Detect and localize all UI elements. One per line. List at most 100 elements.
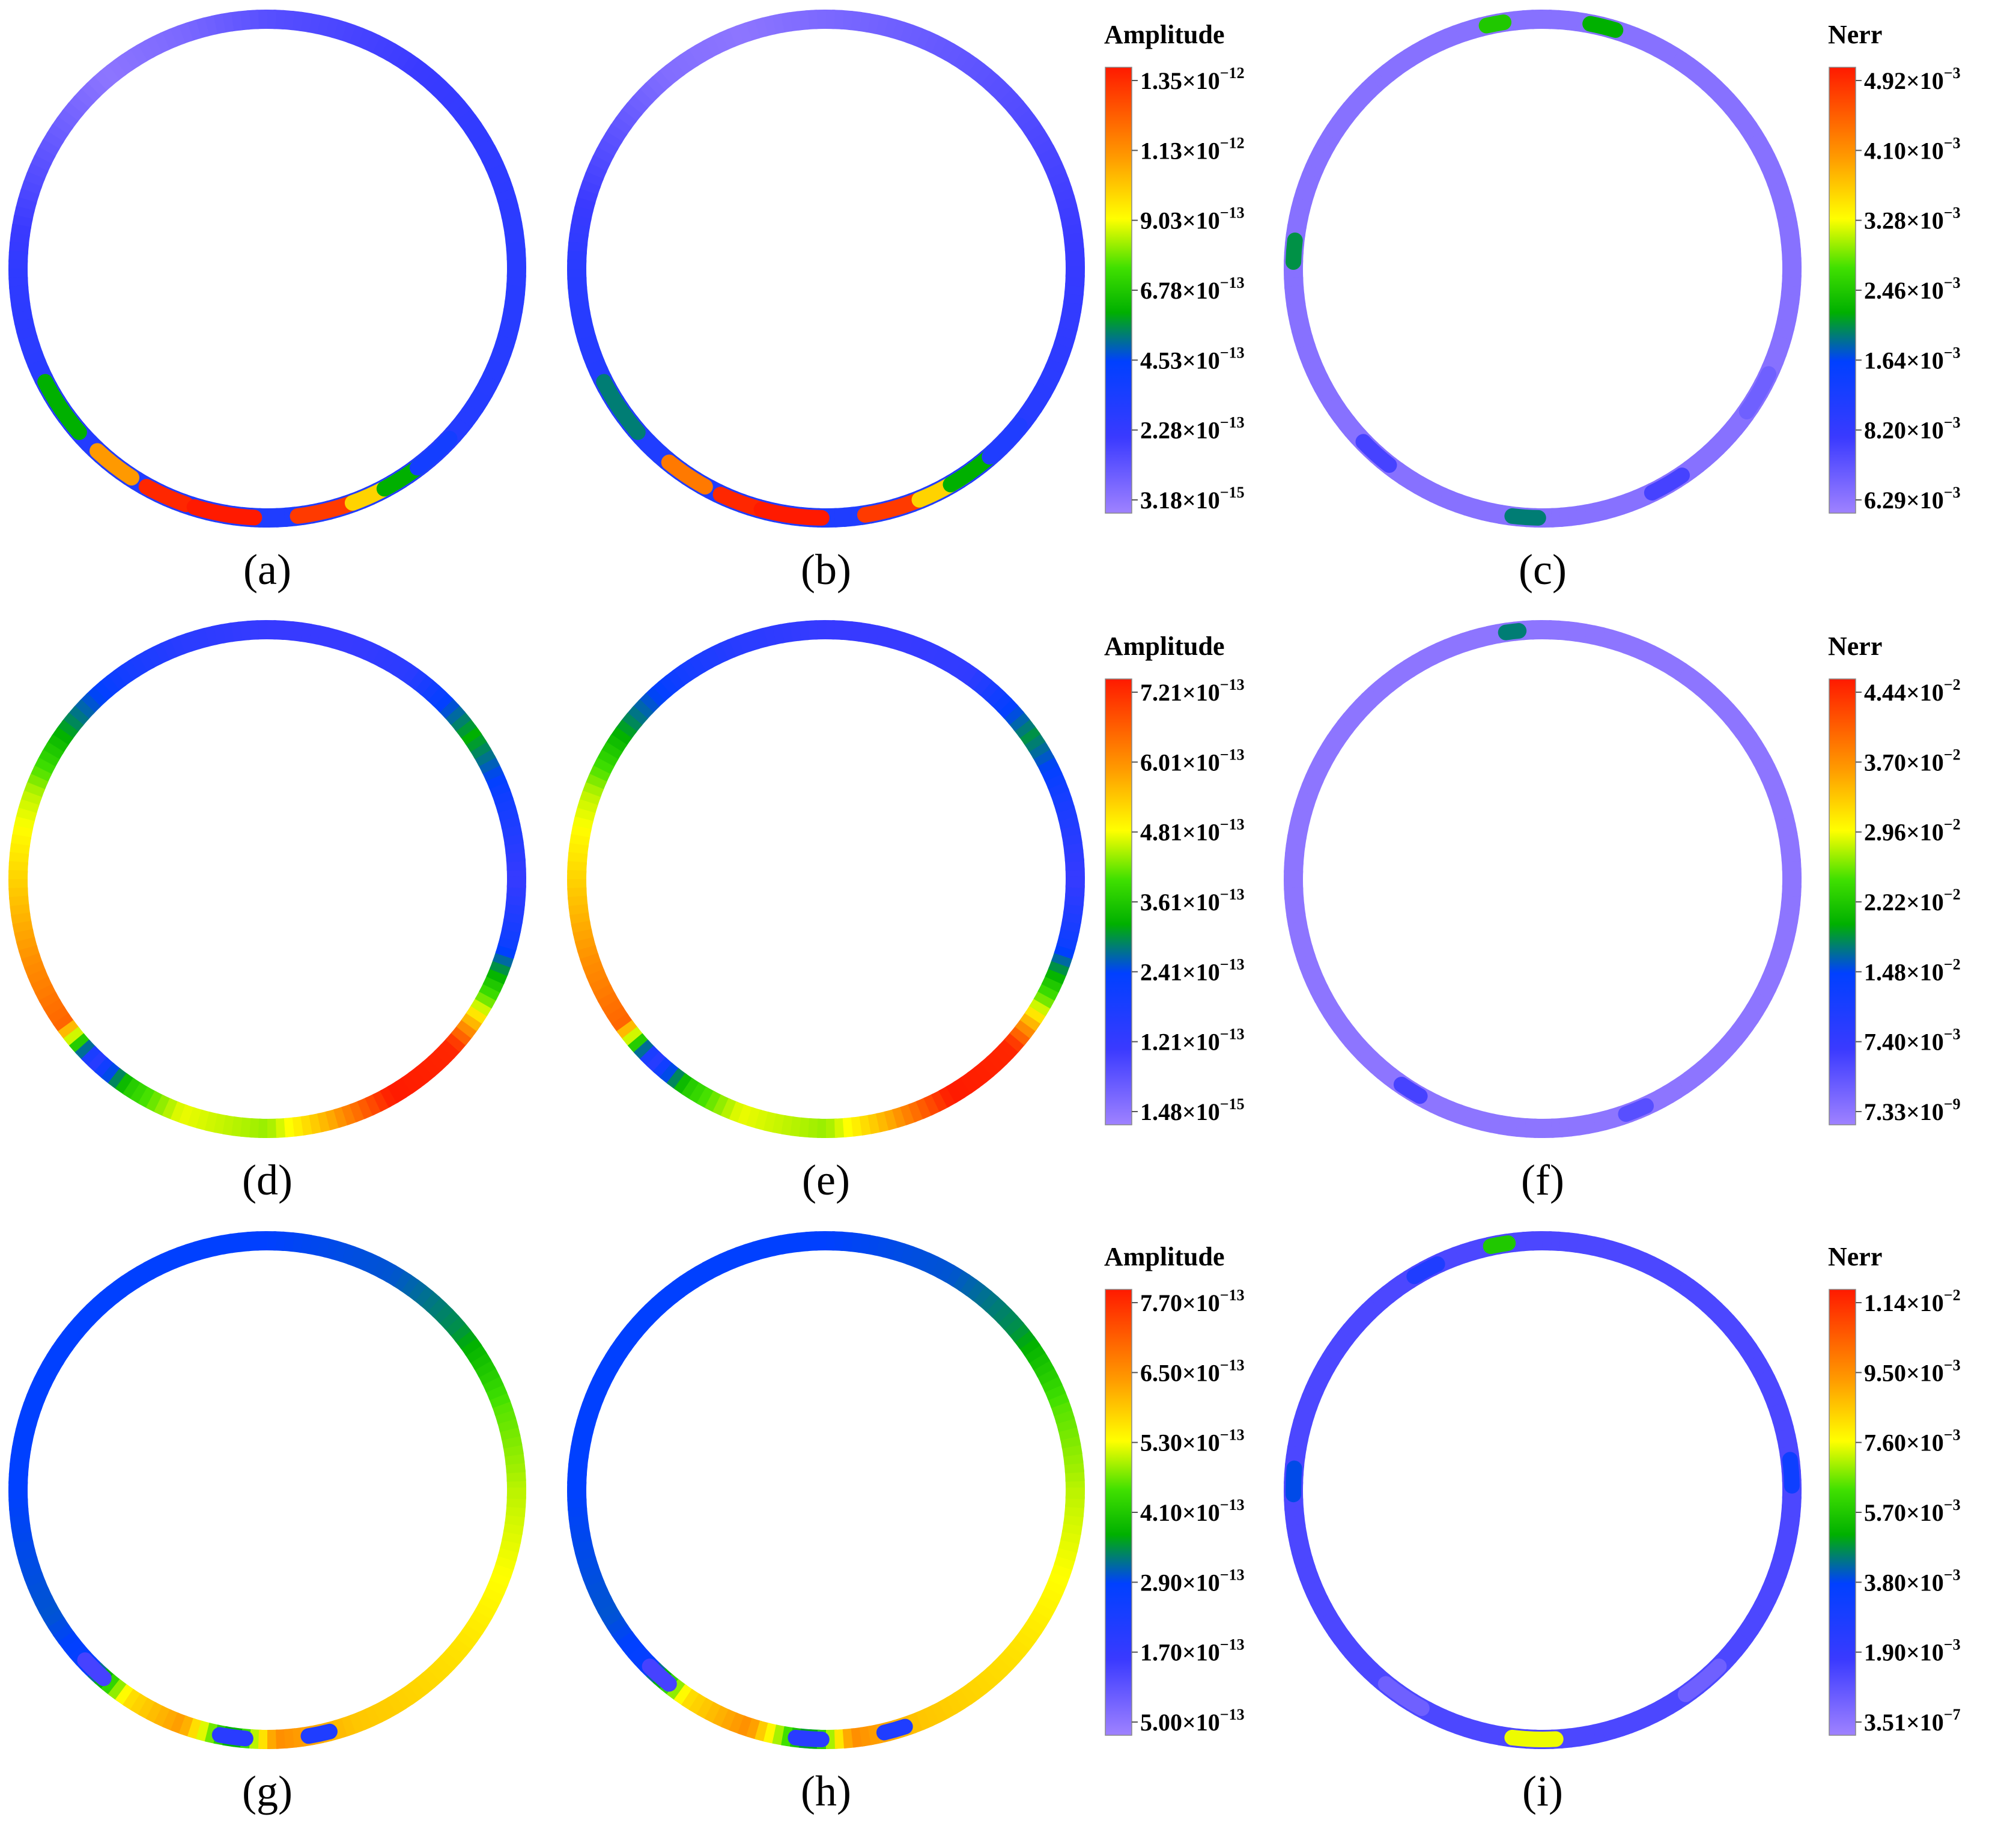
- ring-hotspot: [1478, 14, 1512, 34]
- colorbar-tick-label: 1.14×10−2: [1864, 1286, 1961, 1316]
- colorbar-tick-label: 4.81×10−13: [1140, 816, 1245, 846]
- colorbar-tick-label: 4.92×10−3: [1864, 64, 1961, 94]
- colorbar-gradient: [1829, 1289, 1856, 1736]
- colorbar-title: Nerr: [1828, 1242, 1882, 1271]
- ring-hotspot: [186, 499, 263, 526]
- panel-label: (b): [801, 546, 851, 594]
- panel-label: (a): [243, 546, 291, 594]
- colorbar-tick-label: 3.28×10−3: [1864, 204, 1961, 234]
- ring-hotspot: [90, 443, 139, 485]
- colorbar-tick-label: 3.18×10−15: [1140, 484, 1245, 514]
- ring-hotspot: [37, 374, 87, 440]
- colorbar-tick-label: 1.48×10−15: [1140, 1095, 1245, 1125]
- ring-hotspot: [138, 479, 194, 513]
- colorbar-gradient: [1829, 678, 1856, 1125]
- colorbar-tick-label: 9.03×10−13: [1140, 204, 1245, 234]
- colorbar-tick-label: 1.48×10−2: [1864, 955, 1961, 985]
- colorbar-title: Nerr: [1828, 631, 1882, 661]
- ring-panel-h: [566, 1231, 1085, 1750]
- colorbar-tick-label: 8.20×10−3: [1864, 414, 1961, 444]
- ring-hotspot: [1582, 16, 1624, 38]
- colorbar-tick-label: 2.22×10−2: [1864, 886, 1961, 916]
- colorbar-nerr: Nerr 4.44×10−2 3.70×10−2 2.96×10−2 2.22×10−2…: [1828, 631, 1961, 1125]
- colorbar-tick-label: 3.61×10−13: [1140, 886, 1245, 916]
- colorbar-tick-label: 6.29×10−3: [1864, 484, 1961, 514]
- colorbar-tick-label: 2.28×10−13: [1140, 414, 1245, 444]
- colorbar-tick-label: 1.13×10−12: [1140, 134, 1245, 164]
- ring-hotspot: [753, 501, 830, 526]
- colorbar-amplitude: Amplitude 1.35×10−12 1.13×10−12 9.03×10−13 6…: [1104, 20, 1245, 514]
- ring-hotspot: [1782, 1452, 1800, 1494]
- ring-hotspot: [876, 1718, 913, 1741]
- colorbar-tick-label: 7.70×10−13: [1140, 1286, 1245, 1316]
- ring-panel-f: [1283, 619, 1802, 1139]
- ring-hotspot: [1504, 1729, 1564, 1747]
- ring-hotspot: [1483, 1235, 1516, 1255]
- colorbar-gradient: [1829, 67, 1856, 514]
- ring-hotspot: [1644, 467, 1690, 501]
- colorbar-tick-label: 3.70×10−2: [1864, 746, 1961, 776]
- ring-hotspot: [409, 431, 458, 476]
- colorbar-tick-label: 7.21×10−13: [1140, 676, 1245, 706]
- colorbar-tick-label: 4.53×10−13: [1140, 344, 1245, 374]
- ring-hotspot: [1286, 1460, 1302, 1503]
- colorbar-title: Amplitude: [1104, 1242, 1224, 1271]
- ring-panel-c: [1283, 9, 1802, 528]
- ring-hotspot: [1286, 233, 1303, 270]
- colorbar-title: Nerr: [1828, 20, 1882, 49]
- panel-label: (i): [1522, 1767, 1563, 1815]
- ring-panel-i: [1283, 1231, 1802, 1750]
- colorbar-title: Amplitude: [1104, 20, 1224, 49]
- ring-hotspot: [788, 1729, 830, 1747]
- colorbar-amplitude: Amplitude 7.21×10−13 6.01×10−13 4.81×10−13 3…: [1104, 631, 1245, 1125]
- ring-hotspot: [1393, 1077, 1428, 1104]
- colorbar-amplitude: Amplitude 7.70×10−13 6.50×10−13 5.30×10−13 4…: [1104, 1242, 1245, 1736]
- ring-hotspot: [77, 1652, 112, 1687]
- ring-hotspot: [211, 1727, 254, 1747]
- ring-panel-b: [566, 9, 1085, 528]
- ring-hotspot: [1504, 508, 1546, 526]
- ring-hotspot: [1498, 622, 1527, 641]
- colorbar-tick-label: 7.40×10−3: [1864, 1026, 1961, 1056]
- colorbar-tick-label: 2.46×10−3: [1864, 274, 1961, 304]
- panel-label: (e): [802, 1156, 850, 1204]
- colorbar-gradient: [1105, 1289, 1132, 1736]
- ring-hotspot: [661, 454, 713, 495]
- ring-hotspot: [1678, 1658, 1727, 1702]
- panel-label: (g): [242, 1767, 293, 1815]
- ring-hotspot: [596, 374, 646, 440]
- ring-hotspot: [1406, 1256, 1445, 1285]
- colorbar-tick-label: 2.96×10−2: [1864, 816, 1961, 846]
- colorbar-tick-label: 1.64×10−3: [1864, 344, 1961, 374]
- colorbar-tick-label: 7.60×10−3: [1864, 1426, 1961, 1456]
- ring-hotspot: [1738, 366, 1777, 419]
- colorbar-gradient: [1105, 678, 1132, 1125]
- colorbar-tick-label: 4.10×10−13: [1140, 1496, 1245, 1526]
- colorbar-tick-label: 4.10×10−3: [1864, 134, 1961, 164]
- colorbar-tick-label: 5.30×10−13: [1140, 1426, 1245, 1456]
- colorbar-tick-label: 1.35×10−12: [1140, 64, 1245, 94]
- panel-label: (d): [242, 1156, 293, 1204]
- colorbar-tick-label: 5.00×10−13: [1140, 1706, 1245, 1736]
- colorbar-tick-label: 9.50×10−3: [1864, 1356, 1961, 1386]
- colorbar-tick-label: 2.41×10−13: [1140, 955, 1245, 985]
- colorbar-tick-label: 4.44×10−2: [1864, 676, 1961, 706]
- colorbar-tick-label: 1.90×10−3: [1864, 1636, 1961, 1666]
- ring-hotspot: [1618, 1098, 1654, 1122]
- colorbar-tick-label: 5.70×10−3: [1864, 1496, 1961, 1526]
- colorbar-tick-label: 7.33×10−9: [1864, 1095, 1961, 1125]
- colorbar-tick-label: 6.78×10−13: [1140, 274, 1245, 304]
- ring-hotspot: [1355, 434, 1397, 473]
- colorbar-tick-label: 6.01×10−13: [1140, 746, 1245, 776]
- ring-panel-e: [566, 619, 1085, 1139]
- colorbar-tick-label: 1.70×10−13: [1140, 1636, 1245, 1666]
- colorbar-tick-label: 3.51×10−7: [1864, 1706, 1961, 1736]
- ring-hotspot: [982, 418, 1028, 465]
- panel-label: (f): [1521, 1156, 1564, 1204]
- ring-panel-d: [8, 619, 527, 1139]
- colorbar-gradient: [1105, 67, 1132, 514]
- colorbar-nerr: Nerr 4.92×10−3 4.10×10−3 3.28×10−3 2.46×10−3…: [1828, 20, 1961, 514]
- colorbar-tick-label: 1.21×10−13: [1140, 1026, 1245, 1056]
- colorbar-tick-label: 3.80×10−3: [1864, 1566, 1961, 1596]
